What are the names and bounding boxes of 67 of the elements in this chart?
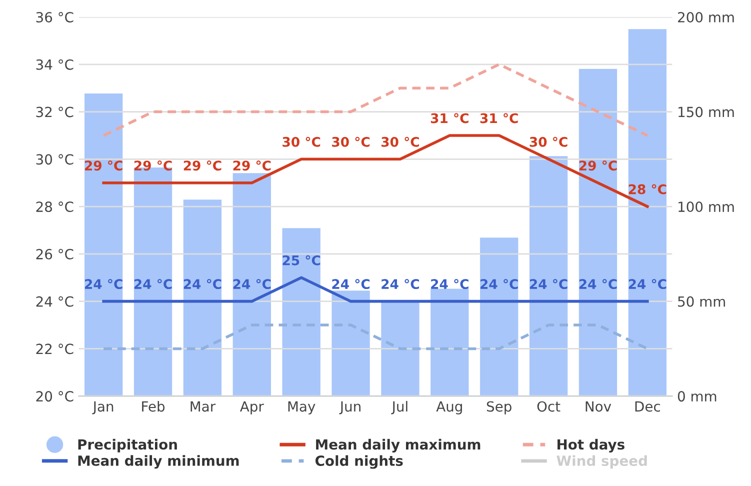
y-tick-label: 28 °C — [36, 202, 74, 212]
data-label: 31 °C — [480, 113, 518, 124]
y-tick-label: 22 °C — [36, 344, 74, 354]
bar — [231, 172, 272, 396]
legend-label: Precipitation — [78, 438, 177, 452]
y2-tick-label: 200 mm — [678, 12, 734, 22]
y-tick-label: 24 °C — [36, 296, 74, 307]
y-tick-label: 20 °C — [36, 391, 74, 402]
data-label: 29 °C — [184, 160, 222, 171]
y2-tick-label: 0 mm — [678, 391, 716, 402]
data-label: 30 °C — [381, 136, 419, 147]
bar — [578, 67, 618, 396]
bar — [83, 92, 124, 396]
data-label: 30 °C — [332, 136, 370, 147]
data-label: 28 °C — [628, 184, 666, 194]
data-label: 31 °C — [430, 113, 468, 124]
x-tick-label: Mar — [190, 401, 216, 412]
legend-label: Mean daily minimum — [78, 455, 239, 469]
data-label: 29 °C — [85, 160, 122, 171]
bar — [182, 198, 223, 396]
y2-tick-label: 100 mm — [678, 202, 734, 212]
y-tick-label: 26 °C — [36, 248, 74, 260]
data-label: 30 °C — [530, 136, 568, 147]
x-tick-label: Oct — [537, 401, 560, 412]
data-label: 29 °C — [134, 160, 172, 171]
y-tick-label: 30 °C — [36, 154, 74, 165]
data-label: 29 °C — [233, 160, 271, 171]
y-tick-label: 36 °C — [36, 12, 74, 22]
bar — [528, 154, 570, 396]
y-tick-label: 34 °C — [36, 59, 74, 70]
x-tick-label: Dec — [635, 401, 660, 412]
bar — [626, 28, 668, 396]
data-label: 24 °C — [480, 278, 518, 290]
data-label: 24 °C — [579, 278, 617, 290]
x-tick-label: May — [288, 401, 316, 414]
x-tick-label: Jan — [92, 401, 114, 414]
x-tick-label: Nov — [586, 401, 612, 412]
x-tick-label: Apr — [240, 401, 264, 414]
bar — [330, 289, 372, 396]
data-label: 30 °C — [282, 136, 320, 147]
legend-label: Hot days — [558, 438, 624, 452]
line-series — [102, 134, 649, 208]
x-tick-label: Feb — [142, 400, 165, 412]
y2-tick-label: 150 mm — [678, 106, 734, 118]
x-tick-label: Sep — [486, 401, 512, 414]
line-series — [102, 63, 649, 137]
legend-label: Mean daily maximum — [316, 438, 480, 452]
bar — [478, 236, 520, 396]
data-label: 24 °C — [382, 278, 419, 290]
data-label: 24 °C — [85, 278, 122, 290]
data-label: 24 °C — [431, 278, 468, 290]
x-tick-label: Jun — [339, 401, 360, 414]
bar — [429, 287, 470, 396]
x-tick-label: Jul — [391, 400, 408, 414]
data-label: 25 °C — [282, 255, 320, 266]
data-label: 24 °C — [530, 278, 568, 290]
data-label: 29 °C — [579, 160, 617, 171]
data-label: 24 °C — [184, 278, 222, 290]
data-label: 24 °C — [332, 278, 370, 290]
data-label: 24 °C — [134, 278, 172, 290]
data-label: 24 °C — [628, 278, 666, 290]
y2-tick-label: 50 mm — [678, 296, 725, 307]
bar — [280, 226, 322, 396]
legend-label: Cold nights — [315, 455, 403, 469]
data-label: 24 °C — [233, 278, 271, 290]
x-tick-label: Aug — [436, 401, 462, 414]
y-tick-label: 32 °C — [36, 106, 74, 118]
